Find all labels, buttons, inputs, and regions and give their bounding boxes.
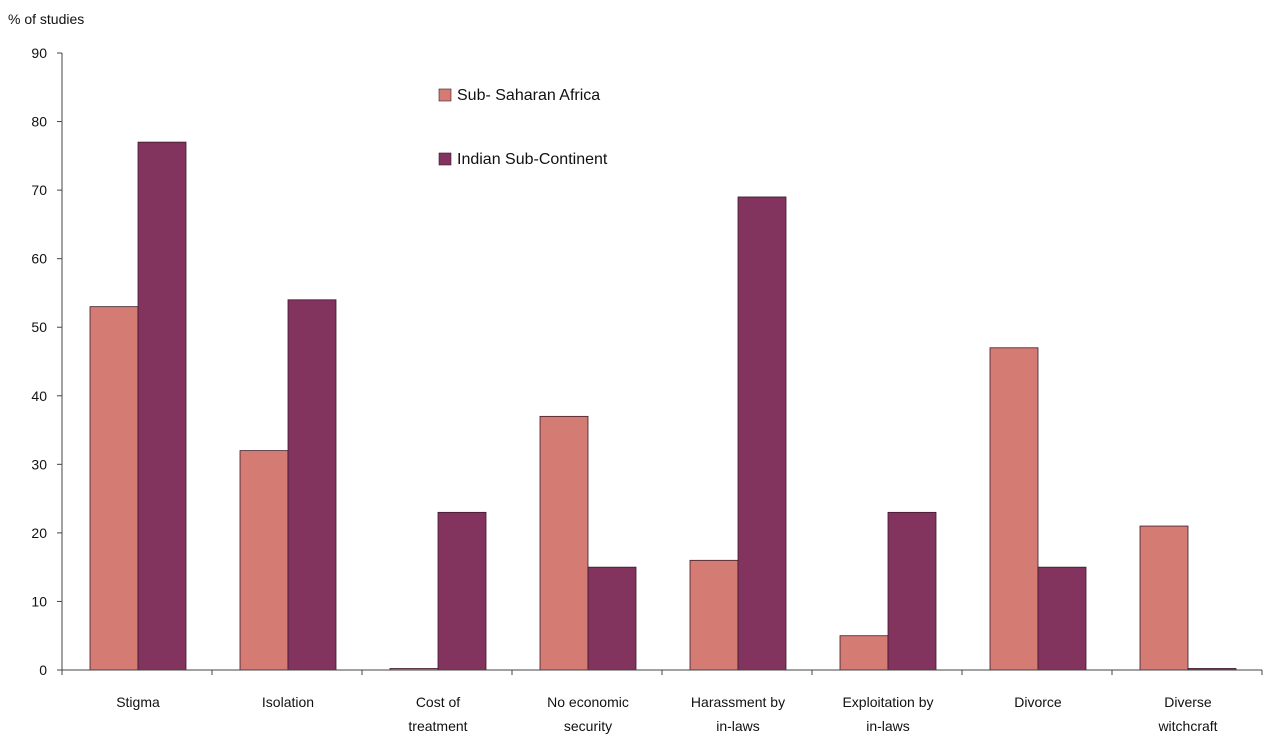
legend-label-1: Sub- Saharan Africa: [457, 87, 600, 104]
bar-series-1-category-2: [239, 450, 289, 671]
y-tick-label: 30: [31, 456, 47, 472]
x-tick-label: Diverse: [1164, 694, 1212, 710]
bar-series-2-category-7: [1037, 566, 1087, 671]
x-axis-labels: Stigma Isolation Cost of treatment No econom…: [116, 694, 1217, 734]
bar-series-2-category-1: [137, 141, 187, 671]
y-tick-label: 10: [31, 593, 47, 609]
bar-series-1-category-5: [689, 559, 739, 671]
y-tick-label: 40: [31, 388, 47, 404]
bar-series-1-category-8: [1139, 525, 1189, 671]
x-tick-label: Isolation: [262, 694, 314, 710]
bar-series-2-category-4: [587, 566, 637, 671]
bars: [89, 141, 1237, 671]
bar-series-1-category-7: [989, 347, 1039, 671]
x-tick-label: Divorce: [1014, 694, 1062, 710]
legend: Sub- Saharan Africa Indian Sub-Continent: [438, 87, 608, 168]
legend-swatch-2: [438, 152, 452, 166]
y-tick-label: 90: [31, 45, 47, 61]
x-tick-label: security: [564, 718, 612, 734]
legend-swatch-1: [438, 88, 452, 102]
bar-series-2-category-6: [887, 511, 937, 671]
x-tick-label: in-laws: [866, 718, 910, 734]
bar-series-1-category-6: [839, 635, 889, 671]
y-tick-label: 0: [39, 662, 47, 678]
x-tick-label: treatment: [408, 718, 467, 734]
bar-series-2-category-3: [437, 511, 487, 671]
x-tick-label: No economic: [547, 694, 629, 710]
y-axis-ticks: 0 10 20 30 40 50 60 70 80 90: [31, 45, 62, 678]
axes: [61, 53, 1263, 675]
y-tick-label: 80: [31, 114, 47, 130]
y-tick-label: 20: [31, 525, 47, 541]
bar-series-2-category-5: [737, 196, 787, 671]
x-tick-label: in-laws: [716, 718, 760, 734]
x-tick-label: Harassment by: [691, 694, 785, 710]
y-tick-label: 70: [31, 182, 47, 198]
y-tick-label: 50: [31, 319, 47, 335]
y-tick-label: 60: [31, 251, 47, 267]
x-tick-label: Exploitation by: [842, 694, 933, 710]
legend-label-2: Indian Sub-Continent: [457, 151, 608, 168]
x-tick-label: Stigma: [116, 694, 160, 710]
x-tick-label: Cost of: [416, 694, 460, 710]
y-axis-label: % of studies: [8, 11, 84, 27]
bar-series-1-category-4: [539, 415, 589, 671]
bar-series-1-category-1: [89, 306, 139, 671]
bar-series-2-category-2: [287, 299, 337, 671]
x-tick-label: witchcraft: [1157, 718, 1217, 734]
